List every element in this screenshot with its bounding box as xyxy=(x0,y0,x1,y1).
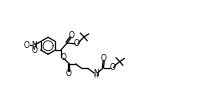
Text: N: N xyxy=(93,69,99,78)
Text: ⁻: ⁻ xyxy=(36,49,39,54)
Text: O: O xyxy=(24,41,30,50)
Text: O: O xyxy=(100,54,106,63)
Text: H: H xyxy=(93,74,98,79)
Text: +: + xyxy=(33,41,38,46)
Text: N: N xyxy=(31,41,37,50)
Text: O: O xyxy=(66,69,72,78)
Text: O: O xyxy=(32,46,37,55)
Text: O: O xyxy=(74,39,80,48)
Text: O: O xyxy=(69,31,75,40)
Text: O: O xyxy=(61,53,66,62)
Text: O: O xyxy=(110,63,115,72)
